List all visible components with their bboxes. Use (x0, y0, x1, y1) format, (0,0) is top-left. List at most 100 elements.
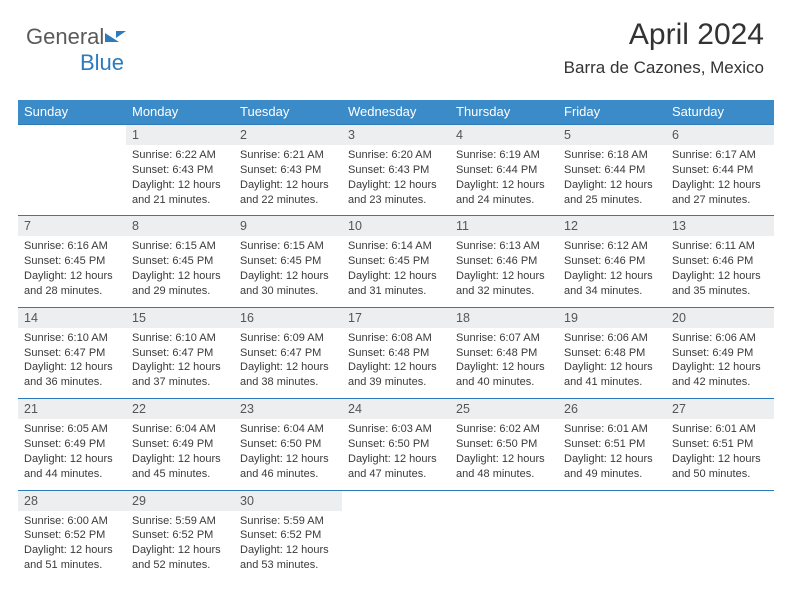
sunrise-text: Sunrise: 6:16 AM (24, 239, 120, 254)
day-number-cell: 11 (450, 216, 558, 237)
day-number-cell: 21 (18, 399, 126, 420)
daylight-text-1: Daylight: 12 hours (132, 360, 228, 375)
sunset-text: Sunset: 6:50 PM (240, 437, 336, 452)
daylight-text-2: and 50 minutes. (672, 467, 768, 482)
logo-text-general: General (26, 24, 104, 49)
day-number-cell: 24 (342, 399, 450, 420)
sunset-text: Sunset: 6:50 PM (456, 437, 552, 452)
daylight-text-2: and 31 minutes. (348, 284, 444, 299)
weekday-header: Sunday (18, 100, 126, 125)
day-number-cell: 23 (234, 399, 342, 420)
day-number-cell: 18 (450, 307, 558, 328)
day-detail-cell: Sunrise: 6:04 AMSunset: 6:50 PMDaylight:… (234, 419, 342, 490)
day-number-cell: 2 (234, 125, 342, 146)
weekday-header-row: Sunday Monday Tuesday Wednesday Thursday… (18, 100, 774, 125)
sunset-text: Sunset: 6:45 PM (348, 254, 444, 269)
daylight-text-1: Daylight: 12 hours (456, 360, 552, 375)
daylight-text-2: and 52 minutes. (132, 558, 228, 573)
sunrise-text: Sunrise: 6:09 AM (240, 331, 336, 346)
weekday-header: Monday (126, 100, 234, 125)
day-number-cell: 13 (666, 216, 774, 237)
sunset-text: Sunset: 6:46 PM (672, 254, 768, 269)
weekday-header: Saturday (666, 100, 774, 125)
sunrise-text: Sunrise: 6:14 AM (348, 239, 444, 254)
day-number-cell: 6 (666, 125, 774, 146)
sunset-text: Sunset: 6:43 PM (348, 163, 444, 178)
day-detail-cell (342, 511, 450, 581)
sunrise-text: Sunrise: 6:17 AM (672, 148, 768, 163)
sunrise-text: Sunrise: 5:59 AM (132, 514, 228, 529)
daylight-text-1: Daylight: 12 hours (24, 360, 120, 375)
daylight-text-1: Daylight: 12 hours (132, 452, 228, 467)
day-detail-cell: Sunrise: 6:15 AMSunset: 6:45 PMDaylight:… (126, 236, 234, 307)
day-detail-cell (450, 511, 558, 581)
daylight-text-1: Daylight: 12 hours (240, 269, 336, 284)
day-detail-cell: Sunrise: 6:00 AMSunset: 6:52 PMDaylight:… (18, 511, 126, 581)
sunrise-text: Sunrise: 6:13 AM (456, 239, 552, 254)
day-number-cell: 9 (234, 216, 342, 237)
day-number-cell: 5 (558, 125, 666, 146)
daylight-text-1: Daylight: 12 hours (672, 452, 768, 467)
daylight-text-1: Daylight: 12 hours (240, 452, 336, 467)
day-number-cell: 30 (234, 490, 342, 511)
day-number-cell: 14 (18, 307, 126, 328)
day-detail-cell: Sunrise: 6:10 AMSunset: 6:47 PMDaylight:… (126, 328, 234, 399)
day-detail-cell: Sunrise: 6:09 AMSunset: 6:47 PMDaylight:… (234, 328, 342, 399)
sunrise-text: Sunrise: 6:10 AM (24, 331, 120, 346)
daylight-text-2: and 27 minutes. (672, 193, 768, 208)
day-detail-cell: Sunrise: 6:02 AMSunset: 6:50 PMDaylight:… (450, 419, 558, 490)
weekday-header: Friday (558, 100, 666, 125)
day-detail-cell: Sunrise: 6:08 AMSunset: 6:48 PMDaylight:… (342, 328, 450, 399)
daylight-text-1: Daylight: 12 hours (564, 360, 660, 375)
daylight-text-2: and 39 minutes. (348, 375, 444, 390)
daylight-text-1: Daylight: 12 hours (564, 178, 660, 193)
sunset-text: Sunset: 6:52 PM (24, 528, 120, 543)
sunrise-text: Sunrise: 6:01 AM (672, 422, 768, 437)
day-number-row: 123456 (18, 125, 774, 146)
day-detail-cell: Sunrise: 6:22 AMSunset: 6:43 PMDaylight:… (126, 145, 234, 216)
daylight-text-1: Daylight: 12 hours (132, 178, 228, 193)
day-number-cell: 4 (450, 125, 558, 146)
day-number-row: 78910111213 (18, 216, 774, 237)
sunset-text: Sunset: 6:44 PM (564, 163, 660, 178)
daylight-text-1: Daylight: 12 hours (672, 178, 768, 193)
sunrise-text: Sunrise: 6:02 AM (456, 422, 552, 437)
day-number-cell: 22 (126, 399, 234, 420)
day-detail-cell: Sunrise: 6:16 AMSunset: 6:45 PMDaylight:… (18, 236, 126, 307)
sunrise-text: Sunrise: 6:22 AM (132, 148, 228, 163)
sunrise-text: Sunrise: 6:20 AM (348, 148, 444, 163)
weekday-header: Thursday (450, 100, 558, 125)
sunrise-text: Sunrise: 6:05 AM (24, 422, 120, 437)
day-number-cell: 28 (18, 490, 126, 511)
daylight-text-2: and 53 minutes. (240, 558, 336, 573)
day-detail-cell: Sunrise: 6:10 AMSunset: 6:47 PMDaylight:… (18, 328, 126, 399)
day-number-row: 21222324252627 (18, 399, 774, 420)
logo-triangle2-icon (116, 31, 126, 38)
day-detail-cell: Sunrise: 6:21 AMSunset: 6:43 PMDaylight:… (234, 145, 342, 216)
day-number-cell: 3 (342, 125, 450, 146)
day-detail-cell: Sunrise: 6:01 AMSunset: 6:51 PMDaylight:… (558, 419, 666, 490)
day-detail-cell: Sunrise: 5:59 AMSunset: 6:52 PMDaylight:… (234, 511, 342, 581)
day-detail-cell (18, 145, 126, 216)
header: General Blue April 2024 Barra de Cazones… (0, 0, 792, 100)
daylight-text-2: and 51 minutes. (24, 558, 120, 573)
daylight-text-1: Daylight: 12 hours (672, 269, 768, 284)
day-number-cell (450, 490, 558, 511)
daylight-text-1: Daylight: 12 hours (132, 543, 228, 558)
day-detail-cell: Sunrise: 6:01 AMSunset: 6:51 PMDaylight:… (666, 419, 774, 490)
sunrise-text: Sunrise: 6:08 AM (348, 331, 444, 346)
day-detail-cell (558, 511, 666, 581)
day-number-cell: 8 (126, 216, 234, 237)
sunrise-text: Sunrise: 6:10 AM (132, 331, 228, 346)
daylight-text-2: and 42 minutes. (672, 375, 768, 390)
day-number-cell: 16 (234, 307, 342, 328)
daylight-text-1: Daylight: 12 hours (240, 360, 336, 375)
day-number-cell: 26 (558, 399, 666, 420)
daylight-text-2: and 46 minutes. (240, 467, 336, 482)
sunrise-text: Sunrise: 5:59 AM (240, 514, 336, 529)
sunrise-text: Sunrise: 6:19 AM (456, 148, 552, 163)
daylight-text-1: Daylight: 12 hours (348, 178, 444, 193)
day-body-row: Sunrise: 6:00 AMSunset: 6:52 PMDaylight:… (18, 511, 774, 581)
sunrise-text: Sunrise: 6:18 AM (564, 148, 660, 163)
sunset-text: Sunset: 6:45 PM (240, 254, 336, 269)
